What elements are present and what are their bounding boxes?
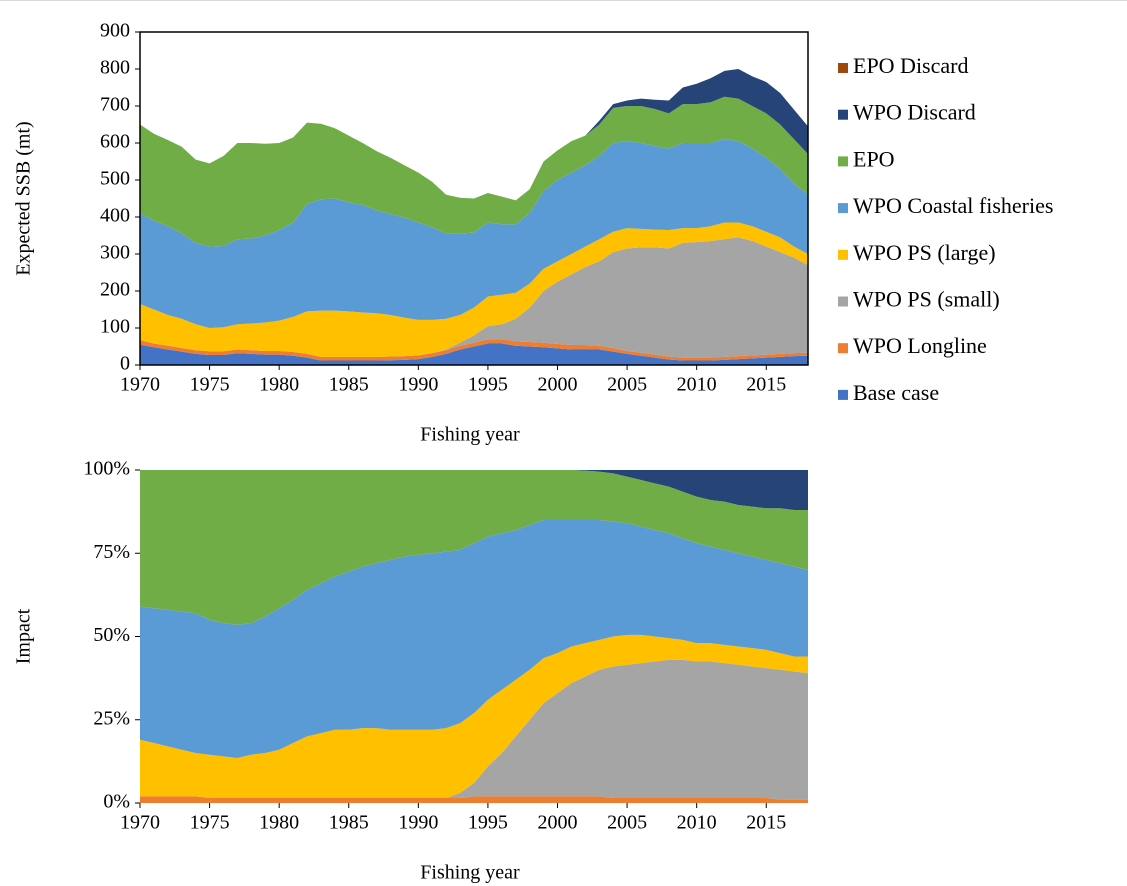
y-axis-label: Impact [13,608,35,664]
x-tick-label: 1985 [329,374,369,396]
x-tick-label: 1985 [329,812,369,834]
legend-swatch [838,389,848,400]
x-axis-label: Fishing year [420,424,520,446]
area-series [140,237,808,358]
x-tick-label: 1975 [190,374,230,396]
area-series [140,343,808,365]
y-tick-label: 50% [93,624,130,646]
legend-swatch [838,63,848,73]
x-tick-label: 2005 [607,812,647,834]
x-tick-label: 2010 [677,812,717,834]
x-tick-label: 2005 [607,374,647,396]
x-tick-label: 2000 [538,374,578,396]
x-tick-label: 2015 [746,812,786,834]
x-tick-label: 1975 [190,812,230,834]
y-tick-label: 75% [93,541,130,563]
legend-label: WPO Longline [853,333,987,358]
area-series [140,519,808,759]
legend-swatch [838,156,848,167]
x-tick-label: 2000 [538,812,578,834]
area-series [140,659,808,800]
area-series [140,634,808,799]
legend-label: WPO Coastal fisheries [853,193,1053,218]
y-tick-label: 900 [100,20,130,42]
x-tick-label: 1990 [398,812,438,834]
y-tick-label: 0 [120,353,130,375]
y-tick-label: 200 [100,279,130,301]
area-series [140,139,808,328]
area-series [140,96,808,247]
y-tick-label: 25% [93,707,130,729]
x-tick-label: 2015 [746,374,786,396]
y-axis-label: Expected SSB (mt) [13,121,35,275]
area-series [140,470,808,625]
plot-frame [139,31,809,366]
legend-label: WPO PS (large) [853,240,996,265]
x-tick-label: 1980 [259,812,299,834]
y-tick-label: 700 [100,94,130,116]
y-tick-label: 100 [100,316,130,338]
legend-swatch [838,249,848,260]
legend-swatch [838,203,848,214]
y-tick-label: 0% [103,791,130,813]
x-axis-label: Fishing year [420,862,520,884]
x-tick-label: 1970 [120,374,160,396]
legend-label: EPO Discard [853,53,968,78]
legend-label: WPO Discard [853,100,976,125]
y-tick-label: 600 [100,131,130,153]
x-tick-label: 2010 [677,374,717,396]
x-tick-label: 1995 [468,812,508,834]
x-tick-label: 1990 [398,374,438,396]
legend-label: WPO PS (small) [853,287,1000,312]
y-tick-label: 400 [100,205,130,227]
y-tick-label: 800 [100,57,130,79]
legend-swatch [838,343,848,354]
area-series [140,69,808,201]
legend-label: EPO [853,146,895,171]
area-series [140,222,808,357]
legend-swatch [838,109,848,120]
area-series [140,339,808,361]
legend-swatch [838,296,848,307]
x-tick-label: 1995 [468,374,508,396]
y-tick-label: 100% [83,458,130,480]
area-series [140,470,808,510]
legend-label: Base case [853,380,939,405]
x-tick-label: 1970 [120,812,160,834]
y-tick-label: 500 [100,168,130,190]
x-tick-label: 1980 [259,374,299,396]
y-tick-label: 300 [100,242,130,264]
